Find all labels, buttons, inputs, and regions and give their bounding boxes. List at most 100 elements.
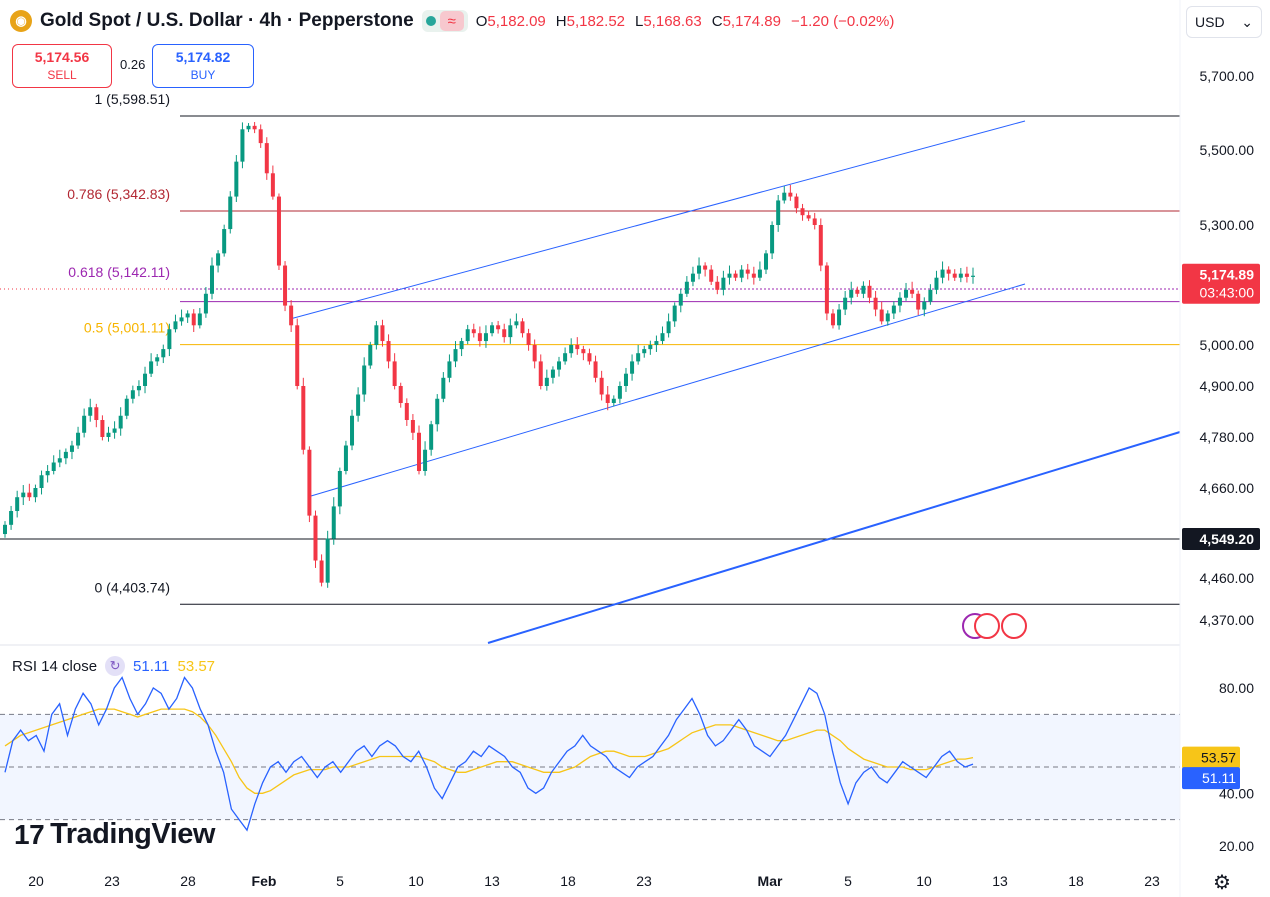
candle-body (337, 471, 342, 507)
time-tick-label: 10 (916, 873, 932, 889)
candle-body (3, 524, 7, 535)
candle-body (398, 386, 403, 403)
candle-body (410, 420, 415, 433)
candle-body (167, 329, 172, 350)
fib-level-label: 0.5 (5,001.11) (84, 320, 170, 336)
candle-body (283, 265, 288, 306)
time-tick-label: 23 (104, 873, 120, 889)
candle-body (483, 333, 488, 342)
fib-level-label: 0.786 (5,342.83) (67, 186, 170, 202)
candle-body (307, 449, 312, 516)
delayed-data-icon: ≈ (439, 11, 464, 31)
candle-body (922, 301, 927, 310)
candle-body (313, 515, 318, 561)
candle-body (861, 285, 866, 294)
candle-body (733, 273, 738, 278)
market-open-icon (425, 16, 436, 26)
rsi-ma-tag (1182, 746, 1240, 769)
candle-body (57, 458, 62, 463)
price-tick-label: 4,780.00 (1200, 429, 1255, 445)
candle-body (867, 285, 872, 298)
candle-body (343, 445, 348, 471)
price-tick-label: 5,500.00 (1200, 142, 1255, 158)
time-tick-label: 23 (636, 873, 652, 889)
buy-button[interactable]: 5,174.82 BUY (152, 44, 254, 88)
fib-level-label: 0 (4,403.74) (95, 579, 171, 595)
candle-body (879, 309, 884, 322)
candle-body (660, 333, 665, 342)
candle-body (471, 329, 476, 334)
candle-body (776, 200, 781, 225)
candle-body (654, 341, 659, 345)
candle-body (916, 293, 921, 310)
candle-body (149, 361, 154, 374)
candle-body (520, 321, 525, 334)
time-tick-label: 20 (28, 873, 44, 889)
candle-body (447, 361, 452, 378)
candle-body (124, 398, 129, 416)
rsi-label[interactable]: RSI 14 close (12, 657, 98, 675)
candle-body (118, 415, 123, 429)
candle-body (33, 488, 38, 498)
candle-body (514, 321, 519, 326)
refresh-icon[interactable]: ↻ (105, 656, 126, 676)
time-tick-label: Mar (758, 873, 783, 889)
candle-body (849, 289, 854, 298)
market-status-pill[interactable]: ≈ (421, 10, 468, 32)
candle-body (715, 281, 720, 290)
time-tick-label: 13 (992, 873, 1008, 889)
candle-body (891, 305, 896, 314)
last-price-tag (1182, 263, 1260, 304)
symbol-title[interactable]: Gold Spot / U.S. Dollar · 4h · Peppersto… (40, 10, 414, 31)
candle-body (136, 386, 141, 391)
ohlc-change: −1.20 (−0.02%) (790, 12, 895, 30)
rsi-tick-label: 40.00 (1219, 785, 1254, 801)
candle-body (63, 451, 68, 459)
candle-body (106, 432, 111, 437)
candle-body (301, 386, 306, 450)
tradingview-logo[interactable]: 17 TradingView (14, 818, 215, 851)
sell-button[interactable]: 5,174.56 SELL (12, 44, 112, 88)
rsi-tick-label: 80.00 (1219, 680, 1254, 696)
time-tick-label: 18 (1068, 873, 1084, 889)
candle-body (222, 229, 227, 254)
rsi-tag-label: 51.11 (1202, 770, 1236, 786)
currency-select[interactable]: USD ⌄ (1186, 6, 1262, 38)
marked-level-tag (1182, 528, 1260, 550)
candle-body (611, 398, 616, 403)
candle-body (757, 269, 762, 278)
rsi-ma-tag-label: 53.57 (1201, 750, 1236, 766)
marked-level-label: 4,549.20 (1200, 531, 1255, 547)
settings-gear-icon[interactable]: ⚙ (1213, 872, 1231, 894)
candle-body (636, 353, 641, 362)
price-tick-label: 5,000.00 (1200, 337, 1255, 353)
price-tick-label: 5,700.00 (1200, 68, 1255, 84)
candle-body (39, 475, 44, 488)
candle-body (885, 313, 890, 322)
candle-body (185, 313, 190, 318)
symbol-header: ◉ Gold Spot / U.S. Dollar · 4h · Peppers… (10, 8, 894, 34)
candle-body (575, 345, 580, 350)
candle-body (697, 265, 702, 274)
currency-label: USD (1195, 14, 1225, 30)
trend-line (487, 431, 1181, 644)
candle-body (350, 415, 355, 446)
candle-body (423, 449, 428, 471)
candle-body (550, 369, 555, 378)
candle-body (496, 325, 501, 330)
candle-body (45, 471, 50, 476)
rsi-header: RSI 14 close ↻ 51.11 53.57 (12, 656, 215, 676)
candle-body (958, 273, 963, 278)
candle-body (295, 325, 300, 386)
candle-body (508, 325, 513, 338)
candle-body (27, 492, 32, 498)
candle-body (203, 293, 208, 314)
candle-body (745, 269, 750, 274)
candle-body (386, 341, 391, 362)
candle-body (782, 192, 787, 201)
candle-body (678, 293, 683, 306)
fib-level-label: 0.618 (5,142.11) (68, 264, 170, 280)
candle-body (739, 269, 744, 278)
candle-body (502, 329, 507, 338)
